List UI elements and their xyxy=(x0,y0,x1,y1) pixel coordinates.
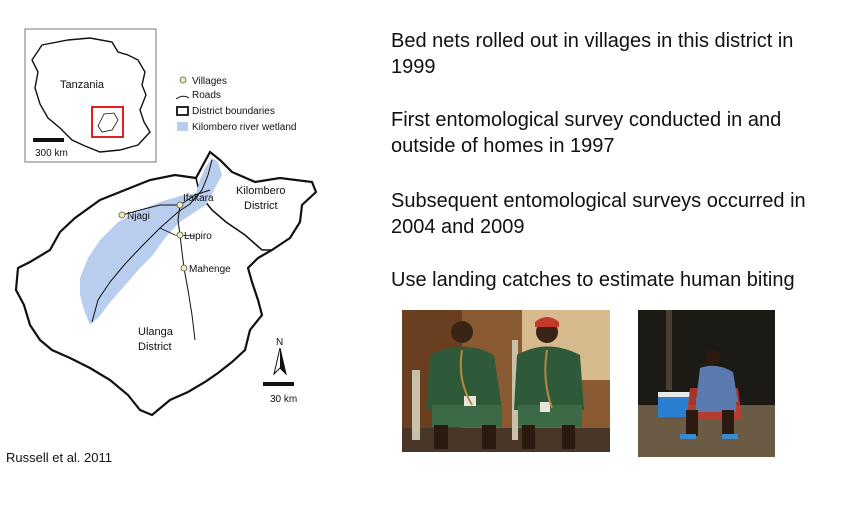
legend-boundary-symbol xyxy=(176,106,189,116)
legend-wetland: Kilombero river wetland xyxy=(192,122,297,133)
label-mahenge: Mahenge xyxy=(189,264,231,275)
label-ifakara: Ifakara xyxy=(183,193,214,204)
legend-roads: Roads xyxy=(192,90,221,101)
bullet-bed-nets: Bed nets rolled out in villages in this … xyxy=(391,30,794,78)
label-ulanga-district-1: Ulanga xyxy=(138,326,174,338)
tanzania-outline xyxy=(31,37,151,153)
village-ifakara xyxy=(176,201,184,209)
inset-district-outline xyxy=(97,112,119,133)
photo-landing-catch-outdoor xyxy=(638,310,775,457)
scale-label: 30 km xyxy=(270,394,297,405)
study-area-map: Tanzania 300 km Villages Roads District … xyxy=(14,28,318,417)
legend-villages: Villages xyxy=(192,76,227,87)
scale-bar xyxy=(263,382,294,386)
road-ifakara-lupiro-mahenge xyxy=(177,204,196,341)
inset-scale-bar xyxy=(33,138,64,142)
inset-scale-label: 300 km xyxy=(35,148,68,159)
bullet-landing-catches: Use landing catches to estimate human bi… xyxy=(391,269,795,291)
bullet-first-survey: First entomological survey conducted in … xyxy=(391,109,782,157)
district-boundaries xyxy=(14,150,318,417)
bullet-subsequent-surveys: Subsequent entomological surveys occurre… xyxy=(391,190,806,238)
legend-district-boundaries: District boundaries xyxy=(192,106,275,117)
river-tributary xyxy=(159,227,196,237)
label-kilombero-district-2: District xyxy=(244,200,278,212)
label-njagi: Njagi xyxy=(127,211,150,222)
legend-village-symbol xyxy=(179,76,187,84)
village-mahenge xyxy=(180,264,188,272)
label-lupiro: Lupiro xyxy=(184,231,212,242)
kilombero-wetland xyxy=(80,158,222,325)
north-label: N xyxy=(276,337,283,348)
citation: Russell et al. 2011 xyxy=(6,450,112,465)
photo-landing-catch-indoor xyxy=(402,310,610,452)
village-lupiro xyxy=(176,231,184,239)
inset-country-label: Tanzania xyxy=(60,79,105,91)
label-ulanga-district-2: District xyxy=(138,341,172,353)
legend-wetland-symbol xyxy=(177,122,188,131)
label-kilombero-district-1: Kilombero xyxy=(236,185,286,197)
inset-highlight-box xyxy=(91,106,124,138)
road-ifakara-east xyxy=(179,189,211,206)
road-njagi-ifakara xyxy=(121,204,180,216)
village-njagi xyxy=(118,211,126,219)
legend-road-symbol xyxy=(175,95,190,100)
